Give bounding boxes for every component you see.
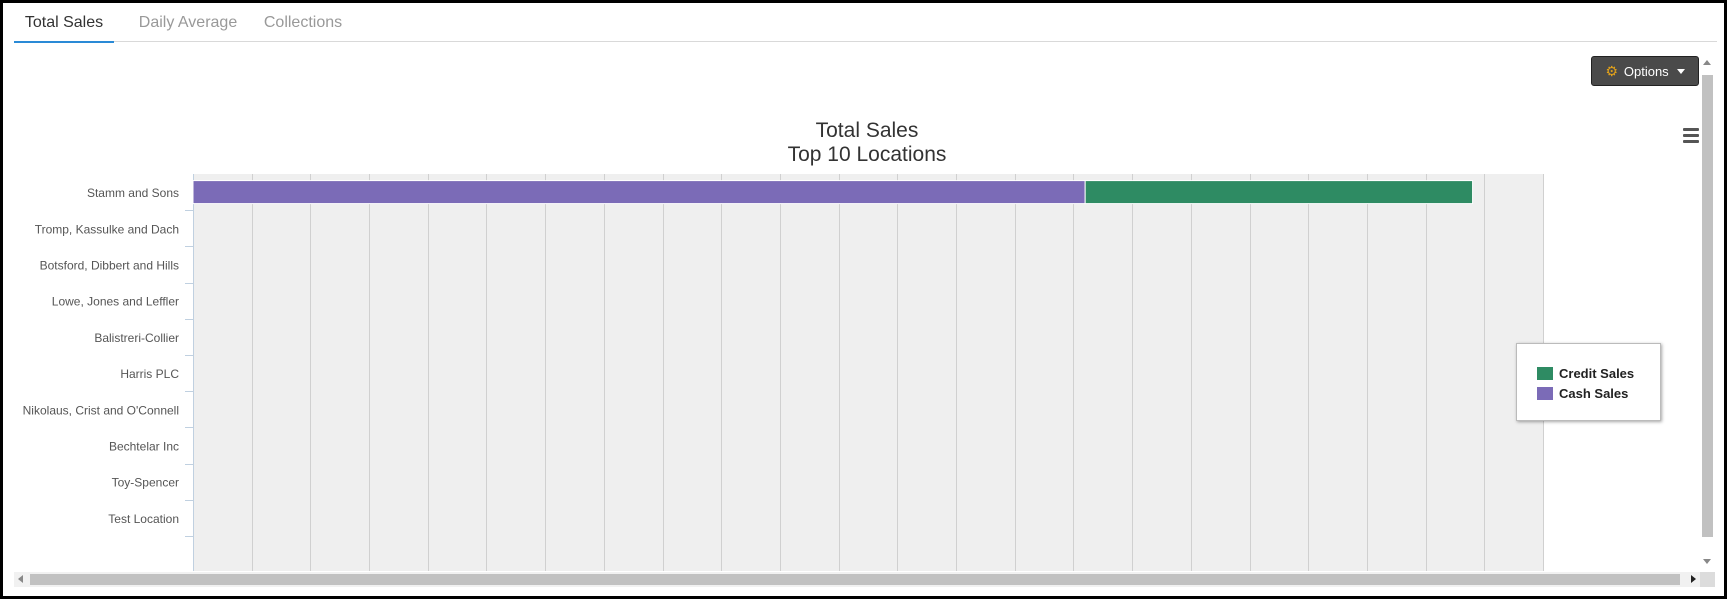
legend-swatch-cash xyxy=(1537,386,1553,400)
category-label: Tromp, Kassulke and Dach xyxy=(35,222,179,236)
tab-daily-average[interactable]: Daily Average xyxy=(138,14,238,31)
chart-title-block: Total Sales Top 10 Locations xyxy=(603,119,1131,167)
category-label: Balistreri-Collier xyxy=(94,331,179,345)
scroll-right-icon[interactable] xyxy=(1691,575,1696,583)
bar-chart: Stamm and Sons Tromp, Kassulke and Dach Bo… xyxy=(23,174,1544,571)
options-label: Options xyxy=(1623,63,1669,79)
scroll-left-icon[interactable] xyxy=(18,575,23,583)
scroll-down-icon[interactable] xyxy=(1703,559,1711,564)
chart-subtitle: Top 10 Locations xyxy=(787,143,947,166)
vertical-scroll-thumb[interactable] xyxy=(1702,75,1713,537)
options-button[interactable]: ⚙ Options xyxy=(1591,56,1699,86)
category-label: Harris PLC xyxy=(120,367,179,381)
bar-cash-sales xyxy=(192,180,1086,205)
legend-label-cash: Cash Sales xyxy=(1559,385,1629,401)
tab-bar: Total Sales Daily Average Collections xyxy=(14,3,1717,43)
plot-background xyxy=(193,174,1543,571)
category-label: Toy-Spencer xyxy=(112,476,179,490)
vertical-scrollbar[interactable] xyxy=(1700,56,1715,570)
category-label: Botsford, Dibbert and Hills xyxy=(40,259,179,273)
category-label: Stamm and Sons xyxy=(87,186,179,200)
caret-down-icon xyxy=(1676,68,1685,74)
tab-total-sales[interactable]: Total Sales xyxy=(14,14,114,43)
horizontal-scrollbar[interactable] xyxy=(14,572,1700,587)
bar-credit-sales xyxy=(1084,180,1474,205)
chart-title: Total Sales xyxy=(815,119,919,142)
legend-item-credit-sales[interactable]: Credit Sales xyxy=(1537,363,1660,383)
gears-icon: ⚙ xyxy=(1605,62,1618,79)
hamburger-icon[interactable] xyxy=(1683,128,1699,144)
category-label: Bechtelar Inc xyxy=(109,440,179,454)
scroll-up-icon[interactable] xyxy=(1703,60,1711,65)
category-label: Nikolaus, Crist and O'Connell xyxy=(23,403,179,417)
category-label: Test Location xyxy=(108,512,179,526)
report-panel: Total Sales Daily Average Collections ⚙ … xyxy=(3,3,1724,596)
legend-label-credit: Credit Sales xyxy=(1559,365,1635,381)
tab-collections[interactable]: Collections xyxy=(263,14,343,31)
horizontal-scroll-thumb[interactable] xyxy=(30,574,1680,585)
scrollbar-corner xyxy=(1700,572,1715,587)
category-label: Lowe, Jones and Leffler xyxy=(52,295,179,309)
chart-legend: Credit Sales Cash Sales xyxy=(1516,343,1661,421)
legend-swatch-credit xyxy=(1537,366,1553,380)
legend-item-cash-sales[interactable]: Cash Sales xyxy=(1537,383,1660,403)
